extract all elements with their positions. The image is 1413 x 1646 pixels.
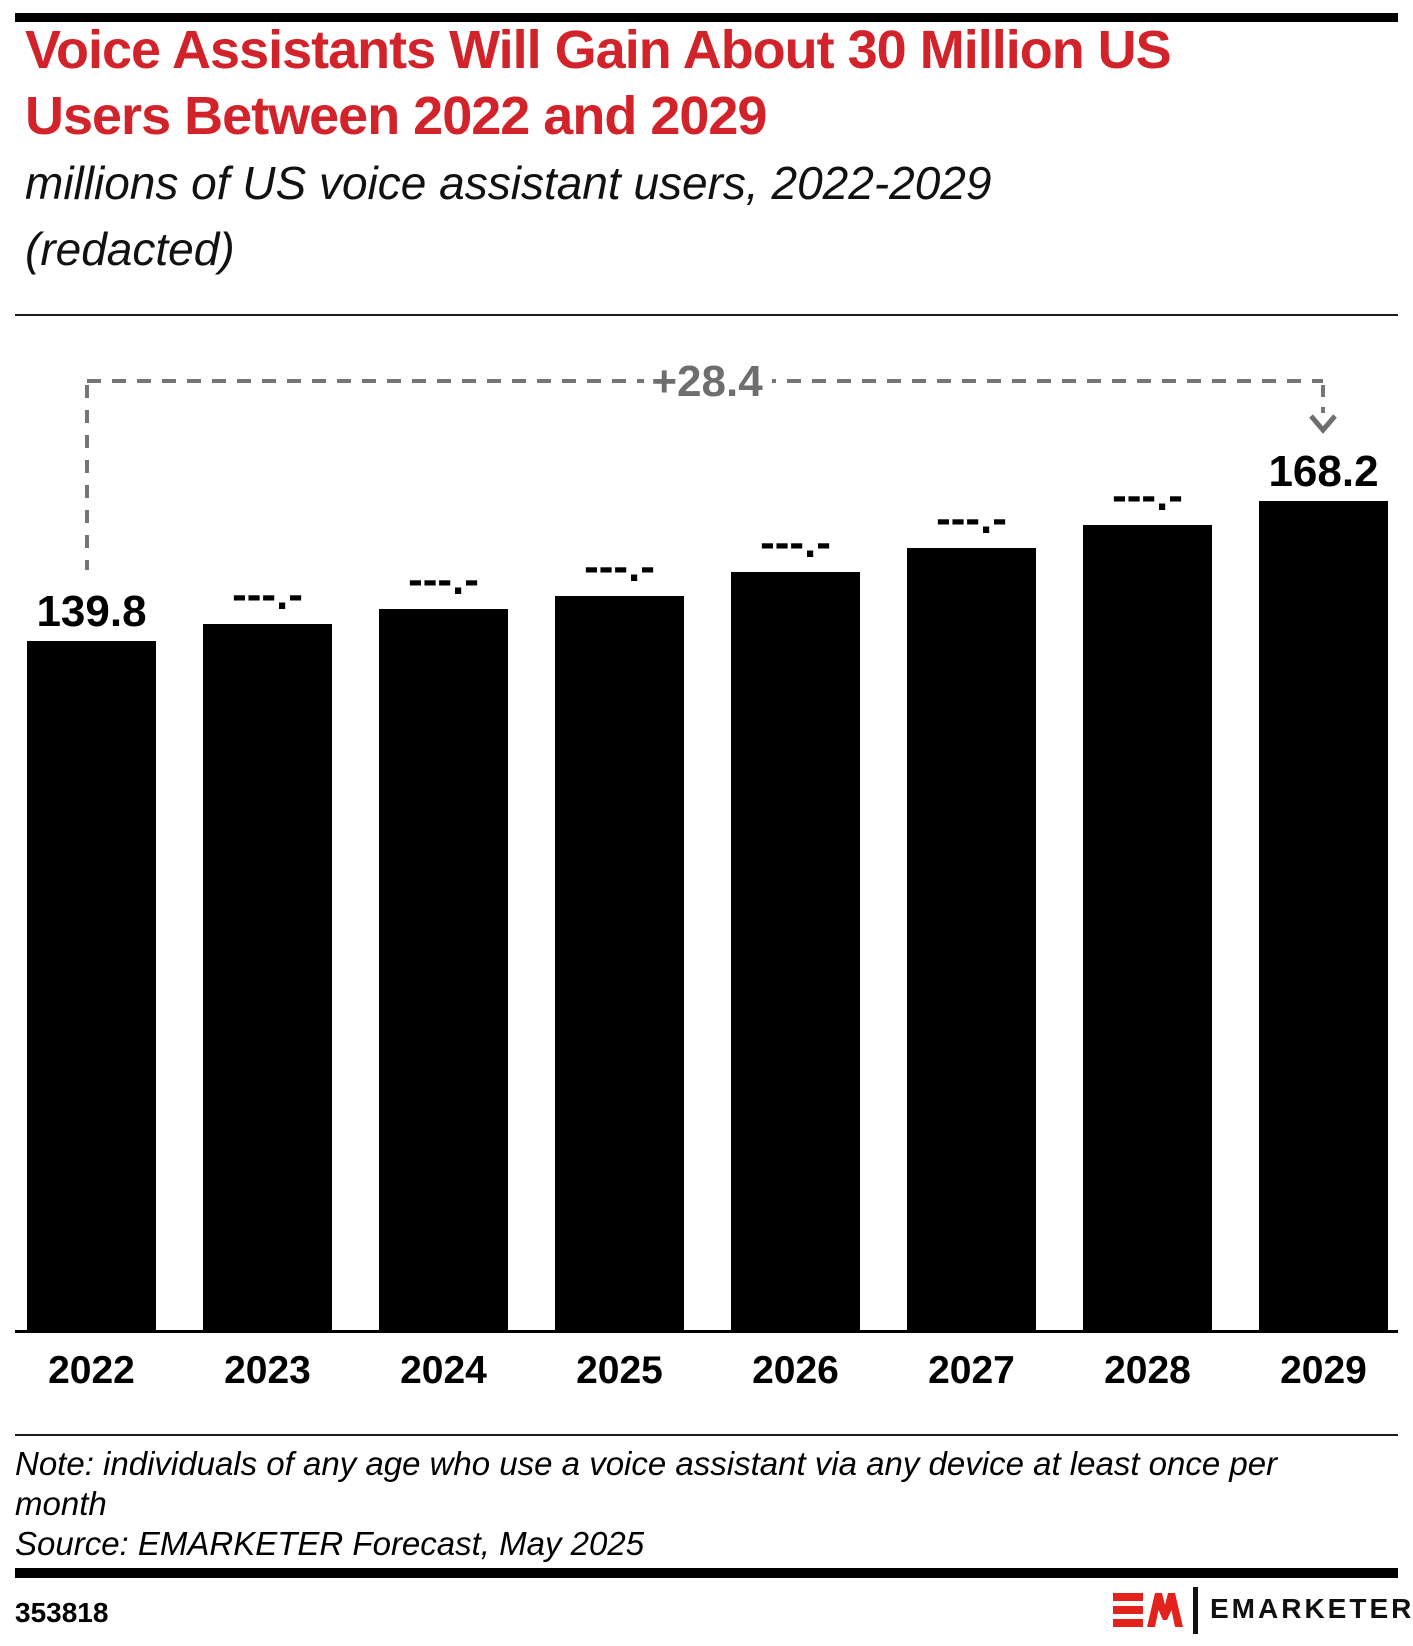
bar-column-2029: 168.2 [1259, 450, 1388, 1330]
logo-m-shape [1147, 1593, 1183, 1627]
x-axis-label-2029: 2029 [1280, 1349, 1367, 1392]
bar-2028 [1083, 525, 1212, 1330]
bottom-border-rule [15, 1568, 1398, 1578]
x-axis-line [15, 1330, 1398, 1333]
note-divider [15, 1434, 1398, 1436]
bar-2022 [27, 641, 156, 1330]
x-axis-label-2025: 2025 [576, 1349, 663, 1392]
bar-column-2028: ---.- [1083, 474, 1212, 1330]
bar-column-2027: ---.- [907, 497, 1036, 1330]
note-line-1: Note: individuals of any age who use a v… [15, 1445, 1278, 1482]
chart-title-line-1: Voice Assistants Will Gain About 30 Mill… [25, 20, 1172, 80]
bar-2029 [1259, 501, 1388, 1330]
bar-2025 [555, 596, 684, 1330]
chart-title: Voice Assistants Will Gain About 30 Mill… [25, 17, 1405, 149]
bar-value-label-2029: 168.2 [1268, 447, 1379, 496]
plot-area: 139.8 ---.- ---.- ---.- ---.- ---.- ---.- 168.2 [27, 380, 1388, 1330]
top-border-rule [15, 13, 1398, 22]
logo-separator [1193, 1586, 1198, 1634]
chart-title-line-2: Users Between 2022 and 2029 [25, 86, 767, 146]
bar-value-label-2027: ---.- [936, 494, 1007, 543]
note-line-2: month [15, 1485, 107, 1522]
footnotes: Note: individuals of any age who use a v… [15, 1444, 1398, 1564]
em-monogram-icon [1113, 1593, 1183, 1627]
source-line: Source: EMARKETER Forecast, May 2025 [15, 1525, 645, 1562]
bar-column-2025: ---.- [555, 545, 684, 1330]
chart-subtitle-line-1: millions of US voice assistant users, 20… [25, 157, 992, 209]
chart-subtitle-line-2: (redacted) [25, 223, 235, 275]
x-axis-label-2027: 2027 [928, 1349, 1015, 1392]
emarketer-logo: EMARKETER [1113, 1586, 1413, 1634]
bar-column-2022: 139.8 [27, 590, 156, 1330]
x-axis-label-2023: 2023 [224, 1349, 311, 1392]
bar-column-2023: ---.- [203, 573, 332, 1330]
bar-value-label-2022: 139.8 [36, 587, 147, 636]
x-axis-label-2028: 2028 [1104, 1349, 1191, 1392]
bar-value-label-2028: ---.- [1112, 471, 1183, 520]
chart-subtitle: millions of US voice assistant users, 20… [25, 150, 1405, 282]
bar-column-2024: ---.- [379, 558, 508, 1330]
x-axis-label-2022: 2022 [48, 1349, 135, 1392]
bar-value-label-2023: ---.- [232, 570, 303, 619]
chart-id: 353818 [15, 1597, 109, 1628]
x-axis-label-2024: 2024 [400, 1349, 487, 1392]
bar-2027 [907, 548, 1036, 1330]
bar-value-label-2025: ---.- [584, 542, 655, 591]
year-axis: 2022 2023 2024 2025 2026 2027 2028 2029 [27, 1349, 1388, 1393]
bar-value-label-2026: ---.- [760, 518, 831, 567]
logo-wordmark: EMARKETER [1210, 1593, 1413, 1624]
bar-2024 [379, 609, 508, 1330]
bar-column-2026: ---.- [731, 521, 860, 1330]
header-divider [15, 314, 1398, 316]
bar-2026 [731, 572, 860, 1330]
bar-value-label-2024: ---.- [408, 555, 479, 604]
bar-2023 [203, 624, 332, 1330]
x-axis-label-2026: 2026 [752, 1349, 839, 1392]
